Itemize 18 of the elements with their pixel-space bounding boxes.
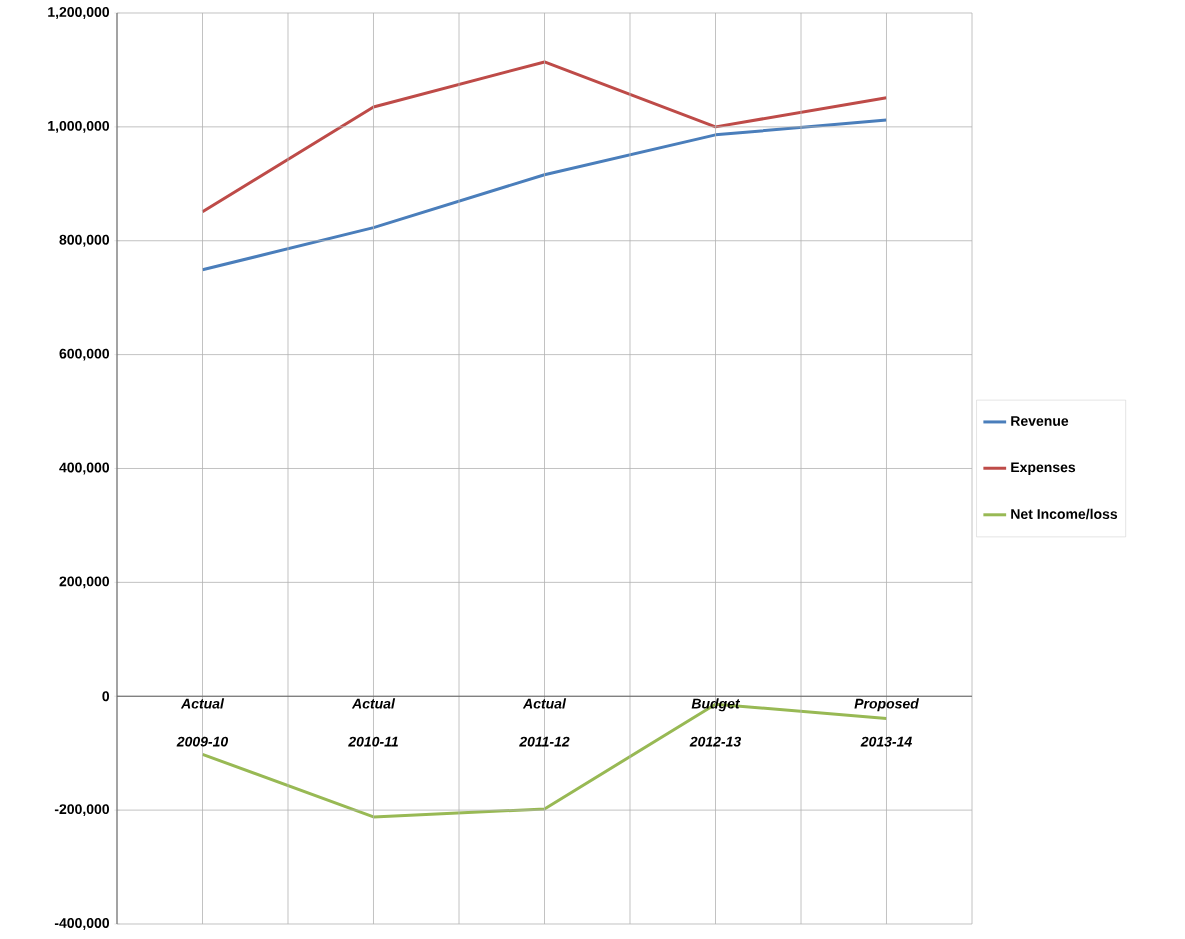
- y-tick-label: 400,000: [59, 462, 110, 475]
- y-tick-label: -200,000: [54, 804, 110, 817]
- y-tick-label: 800,000: [59, 234, 110, 247]
- line-series: [201, 118, 888, 272]
- y-tick-label: 1,200,000: [48, 7, 110, 19]
- y-tick-label: 600,000: [59, 348, 110, 361]
- y-tick-label: 1,000,000: [48, 120, 110, 133]
- category-label: Actual 2010-11: [348, 698, 398, 747]
- category-label: Actual 2009-10: [176, 698, 229, 747]
- category-label: Proposed 2013-14: [854, 698, 920, 747]
- line-series: [201, 60, 888, 214]
- y-tick-label: 0: [102, 691, 110, 702]
- category-label: Actual 2011-12: [519, 698, 570, 747]
- legend-label: Net Income/loss: [1011, 508, 1118, 520]
- y-tick-label: -400,000: [54, 918, 110, 930]
- legend-label: Expenses: [1011, 462, 1076, 475]
- y-tick-label: 200,000: [59, 576, 110, 589]
- legend-label: Revenue: [1011, 416, 1069, 426]
